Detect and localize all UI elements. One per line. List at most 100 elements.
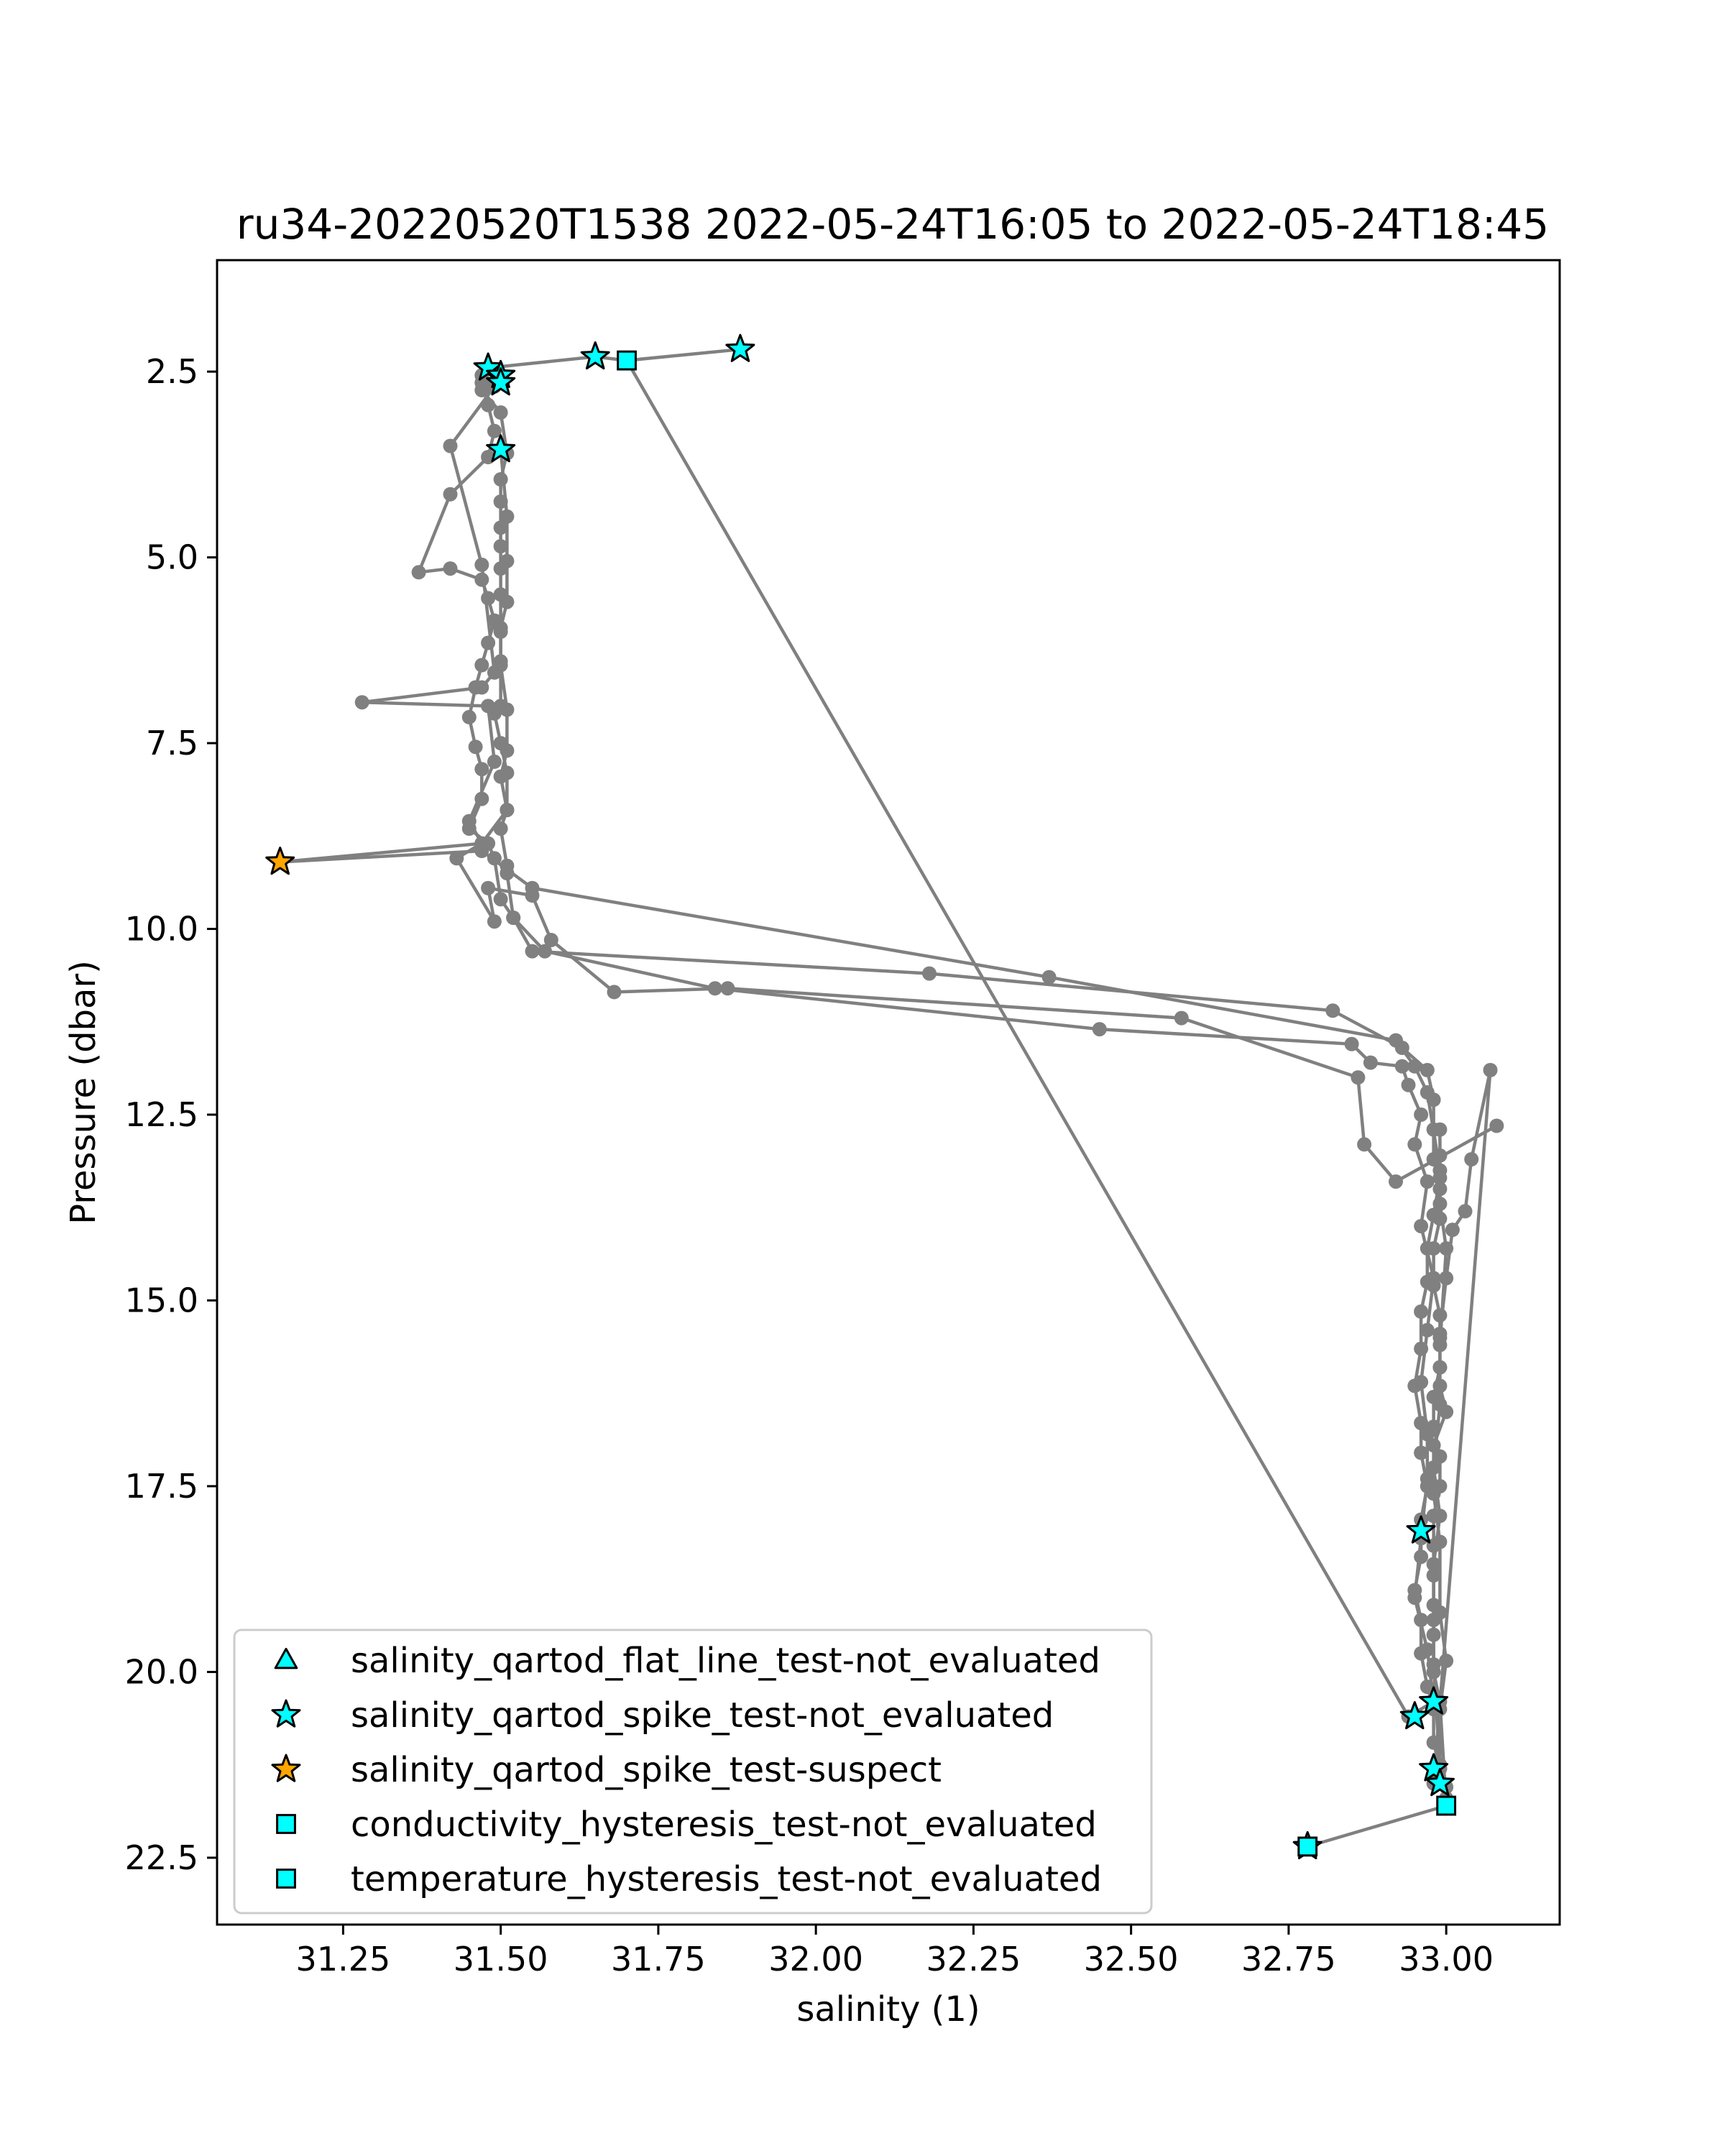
- chart-title: ru34-20220520T1538 2022-05-24T16:05 to 2…: [236, 200, 1549, 249]
- profile-point: [1432, 1508, 1448, 1524]
- legend-label: salinity_qartod_spike_test-suspect: [351, 1750, 942, 1790]
- profile-point: [354, 695, 369, 710]
- profile-point: [493, 620, 508, 635]
- profile-point: [500, 553, 515, 568]
- profile-point: [525, 944, 540, 959]
- legend-square-icon: [276, 1814, 296, 1834]
- profile-point: [493, 658, 508, 673]
- profile-point: [1420, 1174, 1435, 1189]
- legend-label: salinity_qartod_spike_test-not_evaluated: [351, 1695, 1054, 1736]
- profile-point: [1420, 1241, 1435, 1256]
- profile-point: [1426, 1438, 1441, 1453]
- x-tick-label: 31.75: [611, 1940, 706, 1978]
- star-flag-marker: [580, 341, 610, 370]
- profile-point: [720, 981, 735, 996]
- profile-point: [1389, 1174, 1403, 1189]
- profile-point: [1432, 1327, 1448, 1341]
- profile-point: [1357, 1137, 1372, 1152]
- profile-point: [1432, 1308, 1448, 1323]
- profile-point: [1489, 1118, 1504, 1133]
- profile-point: [493, 472, 508, 487]
- profile-point: [1414, 1549, 1429, 1565]
- profile-point: [707, 981, 722, 996]
- profile-point: [443, 438, 458, 453]
- y-axis-label: Pressure (dbar): [63, 960, 104, 1225]
- x-tick-label: 32.00: [768, 1940, 863, 1978]
- x-tick-label: 32.25: [926, 1940, 1021, 1978]
- profile-point: [1394, 1059, 1409, 1074]
- profile-point: [538, 944, 552, 959]
- profile-point: [500, 509, 515, 524]
- profile-point: [1414, 1416, 1429, 1431]
- x-tick-label: 32.50: [1084, 1940, 1179, 1978]
- profile-point: [487, 423, 502, 438]
- profile-point: [1432, 1170, 1448, 1185]
- profile-point: [1420, 1680, 1435, 1695]
- profile-point: [500, 803, 515, 818]
- y-tick-label: 10.0: [125, 910, 198, 949]
- profile-point: [474, 572, 489, 587]
- profile-point: [443, 487, 458, 502]
- star-flag-marker: [1399, 1701, 1430, 1730]
- legend-star-icon: [271, 1754, 301, 1782]
- plot-frame: [216, 259, 1561, 1926]
- profile-point: [1432, 1197, 1448, 1212]
- y-tick-label: 17.5: [125, 1467, 198, 1506]
- profile-point: [1420, 1322, 1435, 1337]
- profile-point: [474, 762, 489, 777]
- qc-flag-markers: [265, 333, 1457, 1860]
- star-flag-marker: [725, 333, 755, 362]
- profile-point: [443, 561, 458, 576]
- x-tick-label: 32.75: [1241, 1940, 1336, 1978]
- profile-point: [1325, 1003, 1340, 1018]
- profile-point: [1432, 1534, 1448, 1549]
- y-tick-label: 2.5: [146, 352, 198, 391]
- profile-point: [493, 769, 508, 784]
- profile-point: [1483, 1063, 1498, 1077]
- star-flag-marker: [1406, 1515, 1436, 1544]
- y-tick-label: 15.0: [125, 1281, 198, 1320]
- profile-point: [1414, 1646, 1429, 1661]
- profile-point: [481, 635, 496, 650]
- profile-point: [1426, 1657, 1441, 1672]
- profile-point: [1414, 1341, 1429, 1356]
- legend-label: temperature_hysteresis_test-not_evaluate…: [351, 1859, 1102, 1899]
- profile-point: [481, 699, 496, 714]
- profile-point: [1432, 1360, 1448, 1375]
- profile-point: [1414, 1304, 1429, 1319]
- legend-label: conductivity_hysteresis_test-not_evaluat…: [351, 1805, 1097, 1845]
- profile-point: [1445, 1222, 1460, 1238]
- profile-point: [1458, 1204, 1473, 1219]
- profile-point: [1420, 1479, 1435, 1493]
- y-tick-label: 22.5: [125, 1838, 198, 1877]
- profile-point: [1174, 1010, 1189, 1026]
- profile-point: [1420, 1063, 1435, 1077]
- profile-point: [449, 851, 464, 866]
- profile-point: [487, 754, 502, 769]
- profile-point: [493, 892, 508, 907]
- profile-point: [525, 888, 540, 903]
- profile-point: [1407, 1378, 1422, 1393]
- profile-point: [1426, 1207, 1441, 1222]
- profile-point: [1432, 1122, 1448, 1137]
- profile-point: [500, 743, 515, 758]
- profile-point: [493, 821, 508, 836]
- profile-point: [1414, 1219, 1429, 1234]
- profile-point: [487, 851, 502, 866]
- profile-point: [481, 397, 496, 413]
- profile-point: [543, 933, 558, 947]
- profile-point: [1351, 1070, 1366, 1085]
- profile-point: [1439, 1241, 1454, 1256]
- profile-point: [1092, 1022, 1107, 1037]
- star-flag-marker: [486, 367, 516, 396]
- profile-point: [1344, 1036, 1359, 1051]
- profile-point: [481, 591, 496, 606]
- profile-point: [500, 866, 515, 880]
- profile-point: [1426, 1568, 1441, 1583]
- profile-point: [1439, 1654, 1454, 1668]
- profile-point: [1401, 1077, 1416, 1092]
- profile-point: [1432, 1181, 1448, 1197]
- y-tick-label: 7.5: [146, 724, 198, 763]
- profile-point: [500, 594, 515, 609]
